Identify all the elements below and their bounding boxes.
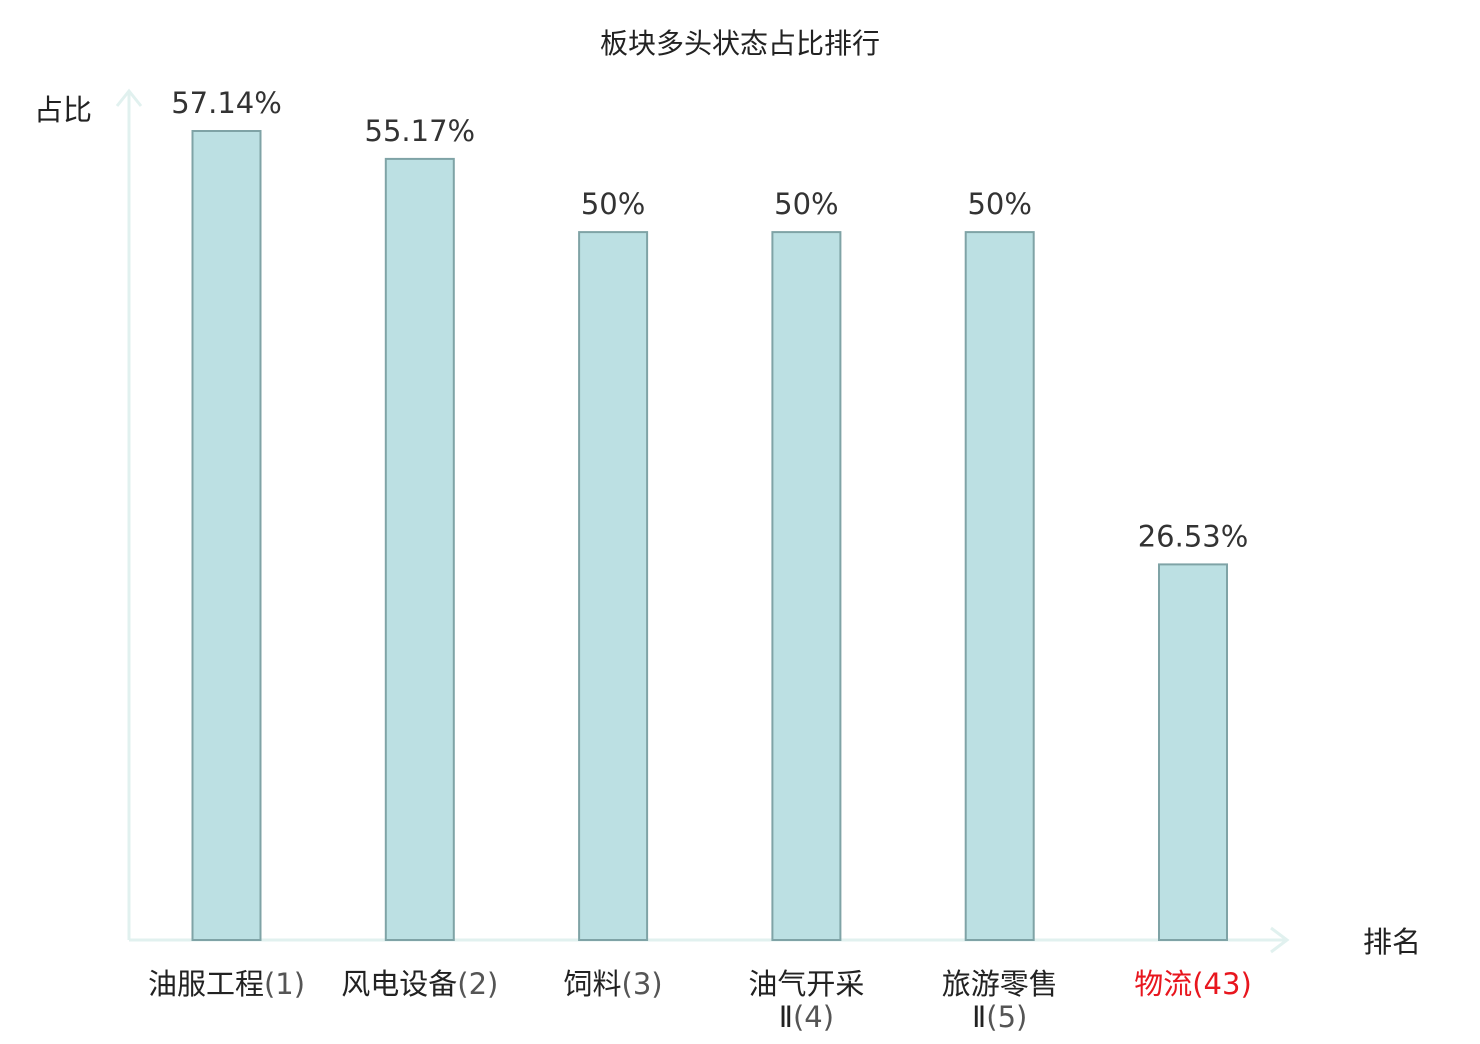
bar xyxy=(191,130,262,941)
bar xyxy=(1158,563,1228,942)
x-tick-label: 物流(43) xyxy=(1134,967,1252,1001)
x-tick-label-name: 油服工程 xyxy=(148,967,264,1001)
x-tick-label: 风电设备(2) xyxy=(341,967,498,1001)
category-labels: 油服工程(1) 风电设备(2) 饲料(3) 油气开采 Ⅱ(4)旅游零售 Ⅱ(5)物流(43… xyxy=(148,967,1252,1034)
value-labels: 57.14% 55.17% 50% 50% 50% 26.53% xyxy=(171,86,1248,553)
data-label: 26.53% xyxy=(1138,519,1249,553)
bar xyxy=(578,231,649,942)
data-label: 50% xyxy=(774,187,838,221)
x-tick-label-name: 油气开采 xyxy=(748,967,864,1001)
x-tick-label-name: 饲料 xyxy=(564,967,622,1001)
x-axis-arrow xyxy=(1270,926,1290,954)
bar xyxy=(384,157,455,941)
y-axis-arrow xyxy=(115,88,143,107)
data-label: 50% xyxy=(581,187,645,221)
x-axis-label: 排名 xyxy=(1363,925,1421,959)
x-tick-label-name: 物流 xyxy=(1134,967,1192,1001)
x-tick-label-rank: (1) xyxy=(264,967,305,1001)
x-tick-label-name: 风电设备 xyxy=(341,967,457,1001)
x-tick-label-rank: (4) xyxy=(793,1000,834,1034)
data-label: 50% xyxy=(967,187,1031,221)
x-tick-label-name: 旅游零售 xyxy=(942,967,1058,1001)
x-tick-label: 油气开采 Ⅱ(4) xyxy=(748,967,864,1034)
bar xyxy=(771,231,842,942)
axes xyxy=(115,88,1290,954)
y-axis-label: 占比 xyxy=(34,93,92,127)
x-tick-label: 油服工程(1) xyxy=(148,967,305,1001)
x-tick-label-name: Ⅱ xyxy=(972,1000,986,1034)
x-tick-label: 饲料(3) xyxy=(564,967,663,1001)
x-tick-label: 旅游零售 Ⅱ(5) xyxy=(942,967,1058,1034)
x-tick-label-name: Ⅱ xyxy=(779,1000,793,1034)
data-label: 57.14% xyxy=(171,86,282,120)
x-tick-label-rank: (2) xyxy=(457,967,498,1001)
data-label: 55.17% xyxy=(365,114,476,148)
bars xyxy=(191,130,1228,942)
chart-title: 板块多头状态占比排行 xyxy=(600,27,880,60)
x-tick-label-rank: (5) xyxy=(986,1000,1027,1034)
x-tick-label-rank: (43) xyxy=(1192,967,1252,1001)
bar xyxy=(964,231,1035,942)
x-tick-label-rank: (3) xyxy=(622,967,663,1001)
